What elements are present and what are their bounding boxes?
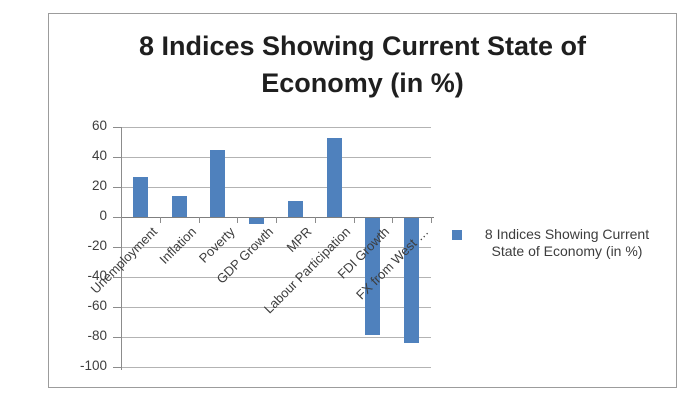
chart-title: 8 Indices Showing Current State of Econo… <box>49 28 676 102</box>
x-axis-tick <box>392 217 394 223</box>
y-axis-tick <box>113 187 121 188</box>
chart-title-line1: 8 Indices Showing Current State of <box>138 31 587 61</box>
y-tick-label: 40 <box>91 148 107 163</box>
series-swatch-icon <box>452 230 462 240</box>
x-axis-zero-line <box>121 217 434 218</box>
y-tick-label: 20 <box>91 178 107 193</box>
y-axis-tick <box>113 367 121 368</box>
y-axis-tick <box>113 277 121 278</box>
y-tick-label: -60 <box>87 298 107 313</box>
chart-frame[interactable]: 8 Indices Showing Current State of Econo… <box>48 13 677 388</box>
gridline <box>121 367 431 368</box>
gridline <box>121 157 431 158</box>
plot-area: 60 40 20 0 -20 -40 -60 -80 -100 Unemployment Infla… <box>49 14 676 387</box>
legend[interactable]: 8 Indices Showing Current State of Econo… <box>452 226 667 260</box>
y-tick-label: 60 <box>91 118 107 133</box>
x-axis-tick <box>198 217 200 223</box>
gridline <box>121 337 431 338</box>
bar[interactable] <box>287 200 303 217</box>
bar[interactable] <box>132 176 148 217</box>
y-tick-label: -20 <box>87 238 107 253</box>
y-axis-line <box>121 127 122 370</box>
x-axis-tick <box>431 217 432 223</box>
y-axis-tick <box>113 217 121 218</box>
bar[interactable] <box>404 218 420 343</box>
y-axis-tick <box>113 247 121 248</box>
gridline <box>121 247 431 248</box>
gridline <box>121 127 431 128</box>
category-label: Inflation <box>155 224 199 267</box>
gridline <box>121 277 431 278</box>
x-axis-tick <box>121 217 122 223</box>
x-axis-tick <box>353 217 355 223</box>
y-axis-tick <box>113 157 121 158</box>
x-axis-tick <box>314 217 316 223</box>
gridline <box>121 187 431 188</box>
y-tick-label: -80 <box>87 328 107 343</box>
y-axis-tick <box>113 337 121 338</box>
category-label: Unemployment <box>87 224 160 297</box>
category-label: MPR <box>283 224 315 256</box>
legend-label: 8 Indices Showing Current State of Econo… <box>484 226 650 259</box>
bar[interactable] <box>210 149 226 217</box>
x-axis-tick <box>276 217 277 223</box>
bar[interactable] <box>171 196 187 217</box>
y-tick-label: 0 <box>99 208 107 223</box>
bar[interactable] <box>249 218 265 224</box>
y-axis-tick <box>113 127 121 128</box>
y-tick-label: -100 <box>79 358 107 373</box>
x-axis-tick <box>237 217 239 223</box>
y-axis-tick <box>113 307 121 308</box>
y-tick-label: -40 <box>87 268 107 283</box>
bar[interactable] <box>326 137 342 217</box>
gridline <box>121 307 431 308</box>
x-axis-tick <box>159 217 161 223</box>
bar[interactable] <box>365 218 381 335</box>
chart-title-line2: Economy (in %) <box>261 68 464 98</box>
